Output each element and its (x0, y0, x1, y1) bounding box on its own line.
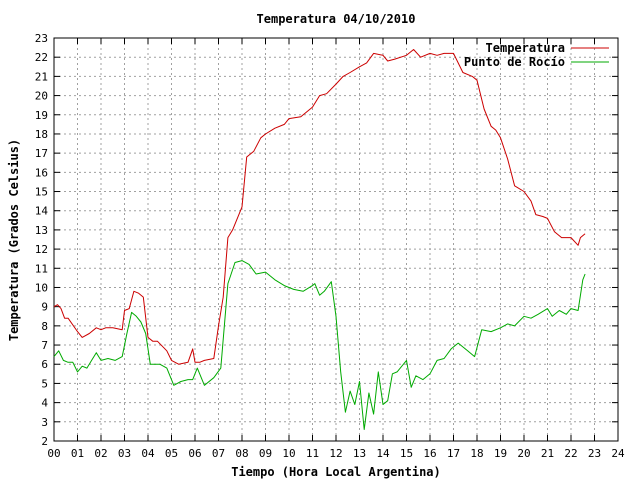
y-tick-label: 21 (35, 70, 48, 83)
x-tick-label: 05 (165, 447, 178, 460)
y-tick-label: 4 (41, 397, 48, 410)
y-tick-label: 16 (35, 166, 48, 179)
y-tick-label: 18 (35, 128, 48, 141)
y-tick-label: 10 (35, 281, 48, 294)
x-tick-label: 15 (400, 447, 413, 460)
y-tick-label: 3 (41, 416, 48, 429)
x-tick-label: 01 (71, 447, 84, 460)
y-tick-label: 15 (35, 186, 48, 199)
x-tick-label: 13 (353, 447, 366, 460)
y-tick-label: 9 (41, 301, 48, 314)
y-tick-label: 11 (35, 262, 48, 275)
x-tick-label: 08 (235, 447, 248, 460)
x-tick-label: 16 (423, 447, 436, 460)
x-tick-label: 11 (306, 447, 319, 460)
x-tick-label: 21 (541, 447, 554, 460)
x-tick-label: 04 (141, 447, 155, 460)
y-tick-label: 2 (41, 435, 48, 448)
series-line-punto-de-rocio (53, 260, 586, 430)
x-tick-label: 12 (329, 447, 342, 460)
x-tick-label: 18 (470, 447, 483, 460)
x-tick-label: 19 (494, 447, 507, 460)
legend: Temperatura Punto de Rocío (464, 41, 609, 69)
x-tick-label: 23 (588, 447, 601, 460)
y-axis-label: Temperatura (Grados Celsius) (7, 139, 21, 341)
chart-title: Temperatura 04/10/2010 (257, 12, 416, 26)
x-tick-label: 07 (212, 447, 225, 460)
x-tick-label: 17 (447, 447, 460, 460)
series-group (53, 49, 586, 430)
x-tick-label: 22 (564, 447, 577, 460)
y-tick-label: 7 (41, 339, 48, 352)
x-tick-label: 14 (376, 447, 390, 460)
x-tick-label: 02 (94, 447, 107, 460)
y-tick-label: 23 (35, 32, 48, 45)
y-tick-label: 5 (41, 377, 48, 390)
legend-label-punto-de-rocio: Punto de Rocío (464, 55, 565, 69)
x-tick-label: 24 (611, 447, 625, 460)
y-tick-label: 6 (41, 358, 48, 371)
y-tick-label: 13 (35, 224, 48, 237)
y-tick-label: 22 (35, 51, 48, 64)
y-tick-label: 19 (35, 109, 48, 122)
y-tick-label: 8 (41, 320, 48, 333)
x-tick-label: 03 (118, 447, 131, 460)
y-tick-label: 17 (35, 147, 48, 160)
y-tick-label: 14 (35, 205, 49, 218)
x-tick-label: 20 (517, 447, 530, 460)
x-tick-label: 09 (259, 447, 272, 460)
y-tick-label: 12 (35, 243, 48, 256)
y-tick-label: 20 (35, 90, 48, 103)
x-tick-label: 06 (188, 447, 201, 460)
x-axis-label: Tiempo (Hora Local Argentina) (231, 465, 441, 479)
x-tick-label: 00 (47, 447, 60, 460)
x-tick-label: 10 (282, 447, 295, 460)
x-axis-ticks: 00 01 02 03 04 05 06 07 08 09 10 11 12 13 14 15 16 17 18 19… (47, 38, 625, 460)
series-line-temperatura (53, 49, 586, 365)
legend-label-temperatura: Temperatura (486, 41, 565, 55)
